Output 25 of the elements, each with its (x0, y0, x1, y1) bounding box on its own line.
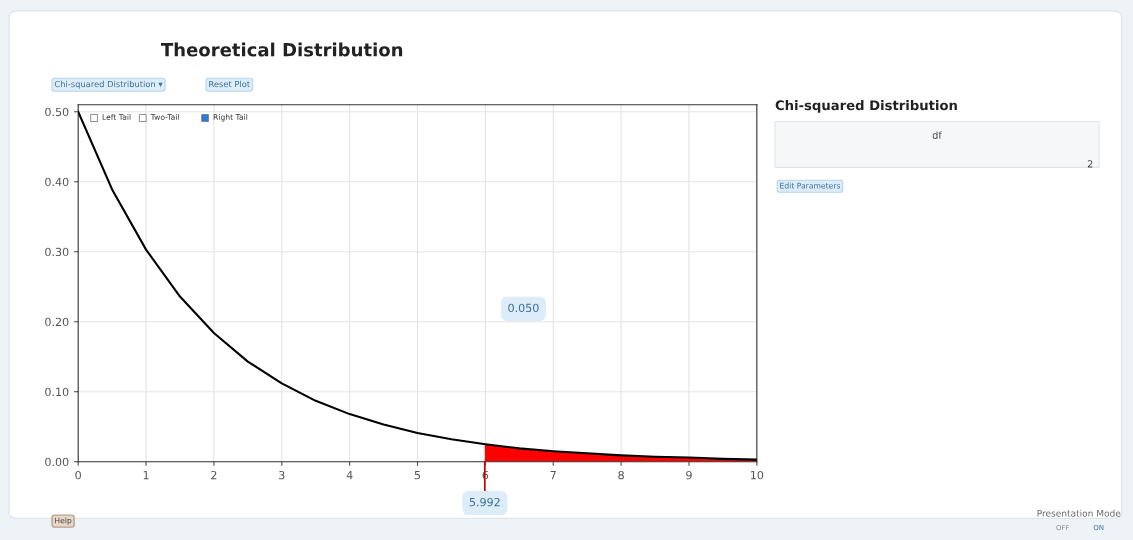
x-tick-label: 5 (414, 471, 421, 480)
x-tick-label: 2 (211, 470, 217, 480)
text: Reset Plot (209, 80, 250, 88)
text: Chi-squared Distribution (775, 100, 957, 113)
x-tick-label: 10 (751, 470, 764, 480)
text: Chi-squared Distribution ▾ (54, 80, 163, 89)
text: df (932, 131, 942, 139)
y-tick-label: 0.00 (45, 457, 69, 467)
x-tick-label: 9 (686, 470, 692, 480)
text: 2 (1087, 160, 1093, 168)
x-tick-label: 7 (550, 471, 556, 480)
annotation: 0.050 (508, 303, 539, 313)
text: Presentation Mode (1037, 509, 1121, 517)
x-tick-label: 3 (279, 470, 285, 480)
y-tick-label: 0.40 (45, 177, 69, 187)
chart-title: Theoretical Distribution (160, 42, 403, 57)
y-tick-label: 0.50 (45, 107, 69, 117)
annotation: 5.992 (469, 497, 500, 507)
y-tick-label: 0.20 (45, 317, 69, 327)
x-tick-label: 0 (75, 470, 81, 480)
y-tick-label: 0.10 (45, 387, 69, 397)
x-tick-label: 1 (143, 471, 149, 480)
x-tick-label: 8 (618, 470, 624, 480)
y-tick-label: 0.30 (45, 247, 69, 257)
x-tick-label: 4 (346, 471, 353, 480)
